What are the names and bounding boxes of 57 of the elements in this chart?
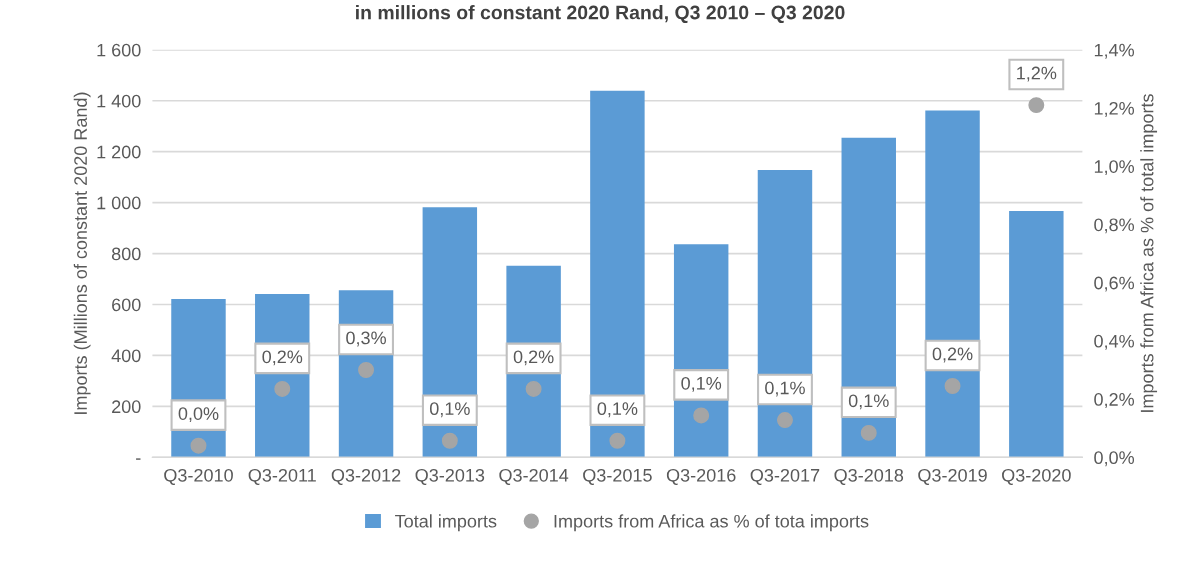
data-label: 1,2% bbox=[1017, 66, 1057, 82]
y-tick-label: 600 bbox=[112, 298, 141, 312]
y-tick-label: 1 200 bbox=[97, 145, 141, 159]
x-tick-label: Q3-2015 bbox=[583, 468, 652, 485]
x-tick-label: Q3-2018 bbox=[834, 468, 904, 485]
y-tick-label: 1 400 bbox=[97, 94, 141, 108]
y-tick-label: 200 bbox=[112, 400, 141, 414]
y-tick-label: 800 bbox=[111, 247, 141, 261]
y-axis-title: Imports (Millions of constant 2020 Rand) bbox=[73, 92, 91, 414]
x-tick-label: Q3-2020 bbox=[1002, 468, 1071, 485]
data-label: 0,2% bbox=[262, 350, 303, 366]
point bbox=[190, 437, 207, 454]
legend-label: Imports from Africa as % of tota imports bbox=[554, 514, 869, 532]
y2-tick-label: 0,6% bbox=[1094, 276, 1135, 292]
x-tick-label: Q3-2013 bbox=[415, 468, 485, 485]
bar bbox=[925, 110, 980, 458]
data-label: 0,1% bbox=[848, 394, 889, 410]
y-tick-label: - bbox=[136, 458, 141, 460]
x-tick-label: Q3-2017 bbox=[750, 468, 820, 485]
y2-tick-label: 1,0% bbox=[1094, 160, 1135, 176]
x-tick-label: Q3-2014 bbox=[499, 468, 569, 485]
y2-axis-title: Imports from Africa as % of total imports bbox=[1140, 94, 1158, 412]
legend-label: Total imports bbox=[395, 514, 497, 532]
point bbox=[525, 380, 542, 397]
point bbox=[441, 432, 458, 449]
point bbox=[1028, 97, 1045, 114]
data-label: 0,2% bbox=[932, 347, 973, 363]
point bbox=[860, 424, 877, 441]
data-label: 0,1% bbox=[681, 376, 722, 392]
data-label: 0,2% bbox=[513, 350, 554, 366]
point bbox=[609, 432, 626, 449]
data-label: 0,1% bbox=[597, 402, 638, 418]
data-label: 0,1% bbox=[765, 381, 805, 397]
data-label: 0,0% bbox=[178, 407, 219, 423]
data-label: 0,1% bbox=[429, 402, 470, 418]
y-tick-label: 1 000 bbox=[97, 196, 141, 210]
data-label: 0,3% bbox=[346, 331, 386, 347]
y2-tick-label: 0,8% bbox=[1094, 218, 1135, 234]
point bbox=[358, 362, 375, 378]
y2-tick-label: 1,4% bbox=[1094, 43, 1135, 59]
point bbox=[274, 380, 291, 397]
x-tick-label: Q3-2012 bbox=[331, 468, 401, 485]
y-tick-label: 400 bbox=[111, 349, 141, 363]
point bbox=[776, 412, 793, 429]
chart-title: in millions of constant 2020 Rand, Q3 2010 – Q3 2020 bbox=[356, 5, 845, 23]
x-tick-label: Q3-2016 bbox=[666, 468, 736, 485]
x-tick-label: Q3-2011 bbox=[248, 468, 316, 485]
y2-tick-label: 1,2% bbox=[1094, 101, 1135, 117]
y-tick-label: 1 600 bbox=[97, 43, 141, 57]
x-tick-label: Q3-2019 bbox=[918, 468, 987, 485]
y2-tick-label: 0,4% bbox=[1094, 334, 1135, 350]
y2-tick-label: 0,0% bbox=[1094, 451, 1135, 467]
x-tick-label: Q3-2010 bbox=[164, 468, 233, 485]
point bbox=[693, 407, 710, 424]
bar bbox=[1009, 211, 1064, 458]
y2-tick-label: 0,2% bbox=[1094, 393, 1135, 408]
point bbox=[944, 378, 961, 394]
